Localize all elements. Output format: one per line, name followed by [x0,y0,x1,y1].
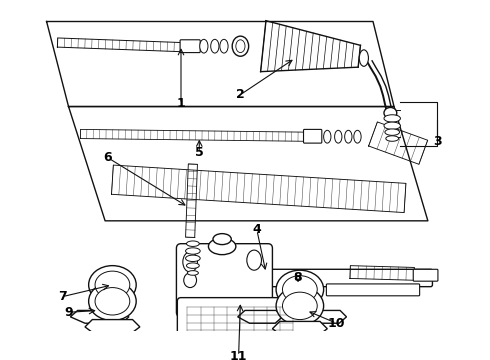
Ellipse shape [220,39,228,53]
Text: 8: 8 [294,271,302,284]
Text: 4: 4 [252,224,261,237]
Text: 5: 5 [195,146,204,159]
FancyBboxPatch shape [177,298,303,355]
Polygon shape [272,321,327,337]
Ellipse shape [187,263,199,268]
Ellipse shape [384,122,400,129]
Ellipse shape [89,266,136,304]
Ellipse shape [95,271,130,298]
Ellipse shape [344,130,352,143]
Ellipse shape [187,241,199,247]
Text: 11: 11 [230,350,247,360]
Ellipse shape [386,136,398,141]
Ellipse shape [95,288,130,315]
Ellipse shape [200,39,208,53]
Ellipse shape [354,130,361,143]
Ellipse shape [283,292,317,320]
Ellipse shape [89,282,136,320]
Text: 3: 3 [433,135,441,148]
Ellipse shape [187,271,198,275]
Ellipse shape [183,252,197,272]
Ellipse shape [323,130,331,143]
Ellipse shape [208,238,236,255]
Polygon shape [238,310,283,323]
Polygon shape [85,320,140,335]
Text: 10: 10 [328,317,345,330]
Ellipse shape [213,234,231,244]
Ellipse shape [384,115,400,122]
Polygon shape [71,310,129,323]
Ellipse shape [384,107,397,118]
Ellipse shape [335,130,342,143]
FancyBboxPatch shape [326,284,419,296]
Ellipse shape [184,273,196,288]
Ellipse shape [186,255,200,261]
Text: 2: 2 [236,88,245,101]
Ellipse shape [276,287,323,325]
FancyBboxPatch shape [413,269,438,281]
Ellipse shape [232,36,248,56]
Ellipse shape [186,248,200,254]
Ellipse shape [236,40,245,53]
Polygon shape [299,310,346,323]
FancyBboxPatch shape [180,40,200,53]
Ellipse shape [283,276,317,303]
Ellipse shape [359,50,368,66]
FancyBboxPatch shape [264,269,433,287]
FancyBboxPatch shape [176,244,272,317]
Text: 9: 9 [64,306,73,319]
Ellipse shape [276,270,323,309]
Ellipse shape [247,250,262,270]
Text: 6: 6 [103,151,112,164]
FancyBboxPatch shape [303,129,322,143]
Ellipse shape [211,39,219,53]
Text: 7: 7 [58,290,67,303]
Text: 1: 1 [176,97,185,110]
Ellipse shape [385,129,399,135]
